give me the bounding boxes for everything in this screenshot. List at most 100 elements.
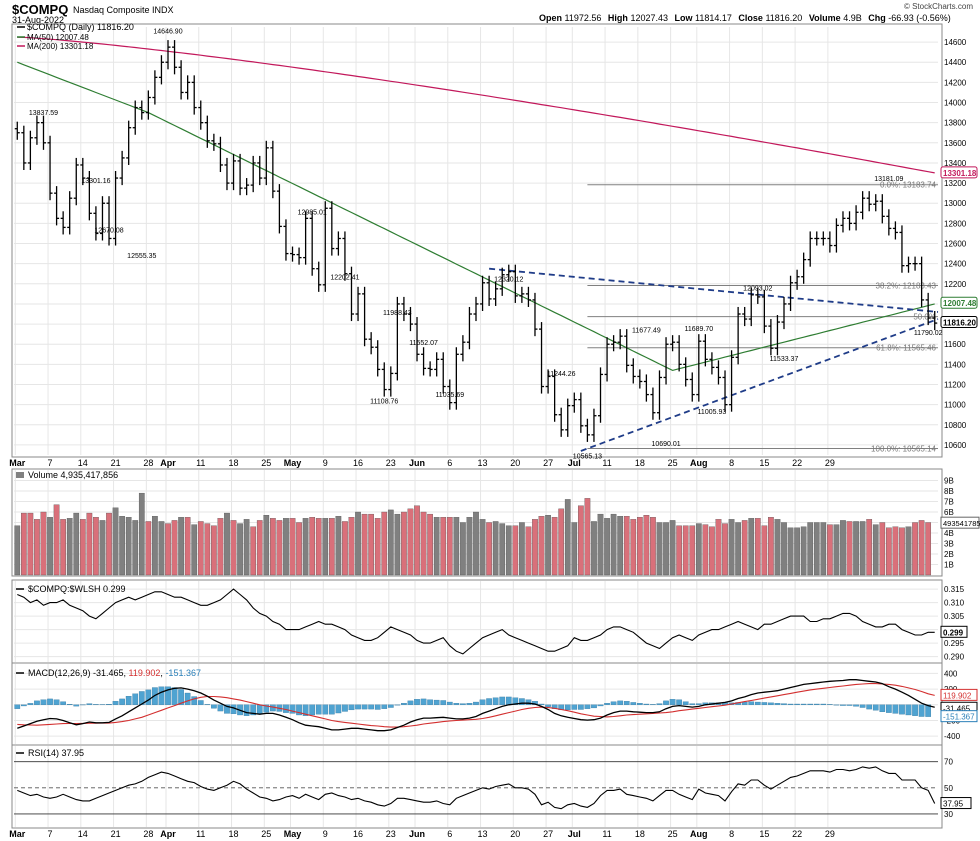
volume-bar <box>86 512 93 576</box>
macd-histogram-bar <box>446 701 453 705</box>
volume-bar <box>401 511 407 576</box>
macd-histogram-bar <box>460 703 466 705</box>
volume-bar <box>224 512 230 576</box>
macd-histogram-bar <box>14 704 21 709</box>
volume-bar <box>879 522 886 576</box>
volume-bar <box>53 504 60 576</box>
volume-bar <box>669 520 676 576</box>
macd-histogram-bar <box>47 698 53 705</box>
fib-level-label: 38.2%: 12183.43 <box>876 281 937 290</box>
macd-histogram-bar <box>473 701 479 705</box>
x-tick-label-top: 6 <box>447 458 452 468</box>
volume-bar <box>420 511 427 576</box>
volume-bar <box>702 524 709 576</box>
macd-indicator <box>14 679 935 732</box>
macd-histogram-bar <box>505 696 512 705</box>
volume-bar <box>538 516 545 576</box>
volume-bar <box>433 517 440 576</box>
macd-y-tick: 400 <box>944 669 958 678</box>
volume-bar <box>119 516 125 576</box>
volume-bar <box>545 515 551 576</box>
volume-bar <box>853 521 859 576</box>
price-y-tick: 14200 <box>944 78 967 87</box>
macd-histogram-bar <box>912 704 918 716</box>
volume-bar <box>20 512 27 576</box>
volume-bar <box>27 512 34 576</box>
volume-bar <box>145 521 152 576</box>
volume-y-tick: 1B <box>944 561 954 570</box>
volume-y-tick: 2B <box>944 550 954 559</box>
volume-bar <box>833 524 840 576</box>
fibonacci-levels: 0.0%: 13183.74 38.2%: 12183.43 50.0% 61.8%:… <box>587 181 938 453</box>
volume-bar <box>387 509 394 576</box>
macd-histogram-bar <box>499 696 506 705</box>
macd-histogram-bar <box>774 703 781 705</box>
macd-histogram-bar <box>899 704 905 715</box>
macd-histogram-bar <box>158 686 165 705</box>
macd-histogram-bar <box>512 697 519 705</box>
macd-histogram-bar <box>794 703 800 705</box>
macd-histogram-bar <box>230 704 237 714</box>
x-tick-label-bottom: 18 <box>635 829 645 839</box>
volume-bar <box>591 521 597 576</box>
volume-y-tick: 3B <box>944 540 954 549</box>
panel-titles: Volume 4,935,417,856 $COMPQ:$WLSH 0.299 … <box>16 470 201 758</box>
price-point-label: 12320.12 <box>494 277 523 284</box>
x-tick-label-bottom: 8 <box>729 829 734 839</box>
volume-bar <box>486 522 492 576</box>
macd-histogram-bar <box>761 702 768 705</box>
macd-histogram-bar <box>224 704 230 714</box>
ratio-value-tag-text: 0.299 <box>943 628 964 637</box>
volume-bar <box>525 526 532 576</box>
macd-histogram-bar <box>669 699 676 705</box>
volume-bar <box>348 517 355 576</box>
macd-histogram-bar <box>682 701 689 705</box>
macd-histogram-bar <box>800 703 807 705</box>
macd-signal-line <box>17 683 935 728</box>
x-tick-label-top: 7 <box>48 458 53 468</box>
macd-histogram-bar <box>610 701 617 705</box>
macd-histogram-bar <box>604 703 610 705</box>
ma50-line <box>17 61 935 372</box>
x-tick-label-top: 18 <box>635 458 645 468</box>
macd-histogram-bar <box>40 699 47 705</box>
x-tick-label-bottom: 20 <box>510 829 520 839</box>
volume-bar <box>40 511 47 576</box>
x-tick-label-bottom: 25 <box>261 829 271 839</box>
macd-histogram-bar <box>879 704 886 712</box>
price-point-label: 11689.70 <box>684 326 713 333</box>
x-tick-label-bottom: 29 <box>825 829 835 839</box>
volume-bar <box>270 518 276 576</box>
macd-histogram-bar <box>309 704 316 716</box>
price-point-label: 10690.01 <box>651 441 680 448</box>
ratio-y-tick: 0.315 <box>944 585 965 594</box>
x-tick-label-top: 25 <box>668 458 678 468</box>
x-tick-label-bottom: 21 <box>111 829 121 839</box>
price-point-label: 11108.76 <box>370 399 398 406</box>
price-value-tag-text: 11816.20 <box>943 318 976 327</box>
volume-bar <box>597 513 604 576</box>
volume-bar <box>918 520 925 576</box>
macd-histogram-bar <box>656 703 663 705</box>
x-tick-label-bottom: 25 <box>668 829 678 839</box>
price-y-tick: 12200 <box>944 280 967 289</box>
price-point-label: 11552.07 <box>409 340 438 347</box>
volume-bar <box>604 518 610 576</box>
volume-title: Volume 4,935,417,856 <box>28 470 118 480</box>
volume-bar <box>453 517 460 576</box>
macd-histogram-bar <box>807 703 814 705</box>
macd-histogram-bar <box>925 704 932 717</box>
volume-bar <box>211 525 217 576</box>
volume-bar <box>152 516 158 576</box>
volume-bar <box>499 523 506 576</box>
volume-bar <box>643 515 650 576</box>
macd-histogram-bar <box>486 698 492 705</box>
volume-bar <box>912 522 918 576</box>
macd-histogram-bar <box>630 702 637 705</box>
x-tick-label-bottom: 27 <box>543 829 553 839</box>
price-point-label: 11035.69 <box>435 392 464 399</box>
macd-histogram-bar <box>840 704 846 706</box>
volume-bar <box>682 525 689 576</box>
volume-bar <box>564 499 571 576</box>
